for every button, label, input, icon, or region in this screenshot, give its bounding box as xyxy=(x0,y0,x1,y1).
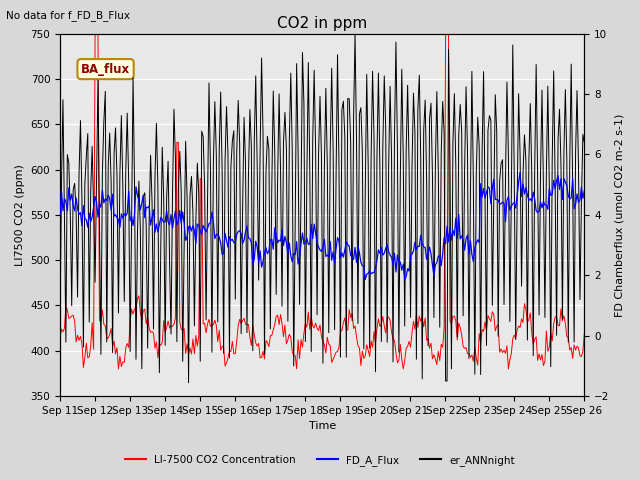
Text: No data for f_FD_B_Flux: No data for f_FD_B_Flux xyxy=(6,10,131,21)
Text: BA_flux: BA_flux xyxy=(81,62,130,76)
Y-axis label: LI7500 CO2 (ppm): LI7500 CO2 (ppm) xyxy=(15,164,25,266)
Legend: LI-7500 CO2 Concentration, FD_A_Flux, er_ANNnight: LI-7500 CO2 Concentration, FD_A_Flux, er… xyxy=(121,451,519,470)
Title: CO2 in ppm: CO2 in ppm xyxy=(277,16,367,31)
Y-axis label: FD Chamberflux (umol CO2 m-2 s-1): FD Chamberflux (umol CO2 m-2 s-1) xyxy=(615,113,625,316)
X-axis label: Time: Time xyxy=(308,421,336,432)
